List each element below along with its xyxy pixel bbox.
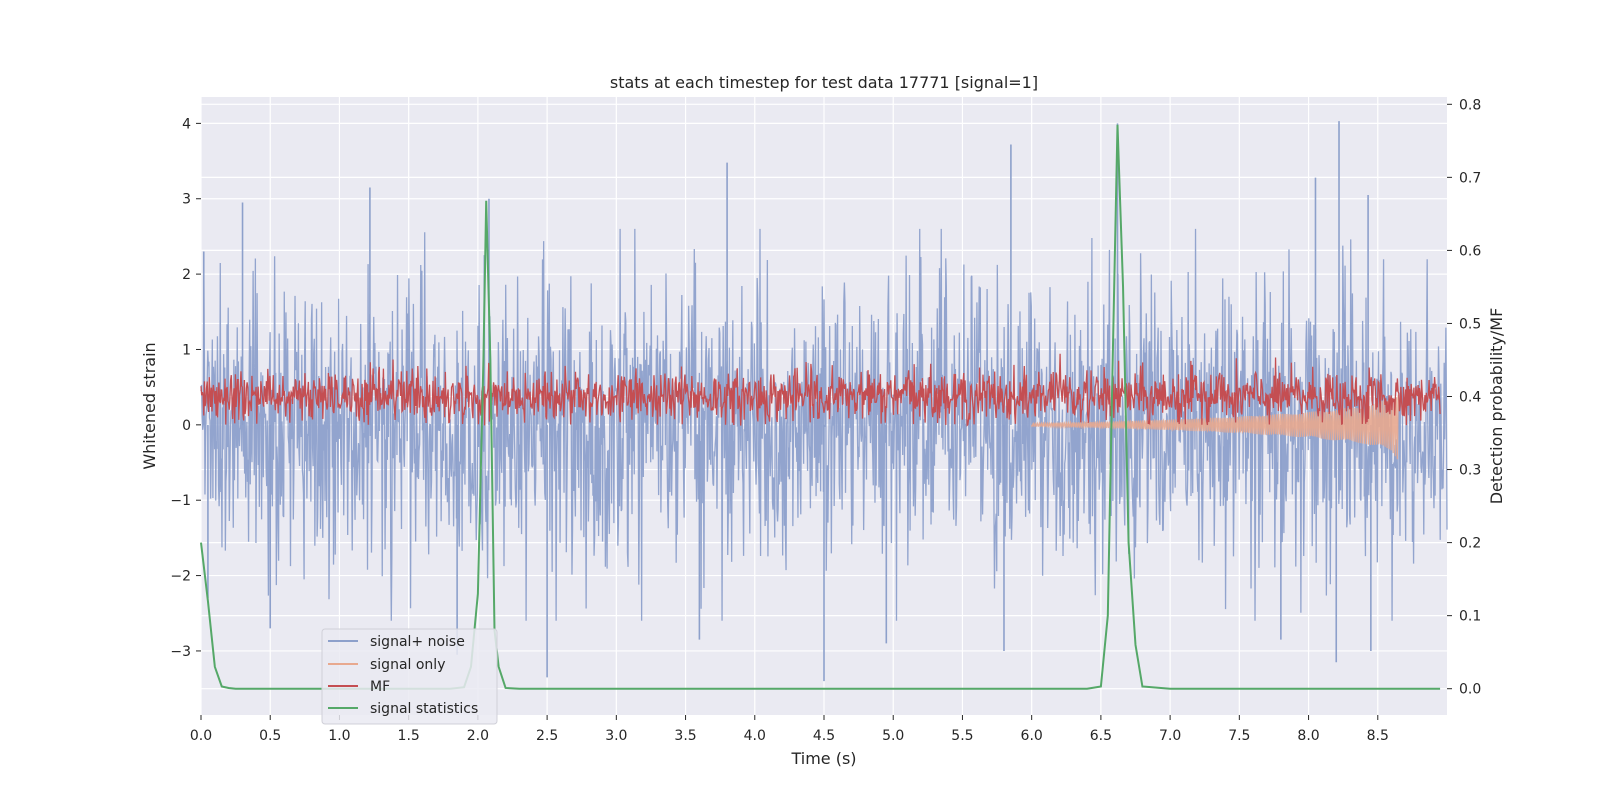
x-tick-label: 6.0 [1021, 728, 1043, 744]
x-tick-label: 7.5 [1228, 728, 1250, 744]
x-tick-label: 8.0 [1297, 728, 1319, 744]
x-tick-label: 5.5 [951, 728, 973, 744]
legend-label-signal-statistics: signal statistics [370, 701, 478, 717]
y-tick-label: 3 [182, 192, 191, 208]
x-axis-ticks: 0.0 0.5 1.0 1.5 2.0 2.5 3.0 3.5 4.0 4.5 5.0 5.5 6.0 6… [190, 715, 1389, 744]
series-line-mf [200, 353, 1441, 427]
series-line-signal-statistics [200, 124, 1441, 690]
x-axis-label: Time (s) [790, 749, 856, 768]
series-line-signal-only [1031, 394, 1400, 460]
series-line-signal-noise [200, 228, 1448, 621]
chart-title: stats at each timestep for test data 177… [610, 73, 1038, 92]
y-axis-ticks: 4 3 2 1 0 −1 −2 −3 [170, 116, 201, 660]
x-tick-label: 8.5 [1367, 728, 1389, 744]
x-tick-label: 3.5 [674, 728, 696, 744]
y-axis-label: Whitened strain [140, 342, 159, 469]
y2-tick-label: 0.3 [1459, 463, 1481, 479]
y-tick-label: 4 [182, 116, 191, 132]
y2-tick-label: 0.6 [1459, 243, 1481, 259]
x-tick-label: 1.0 [328, 728, 350, 744]
y-tick-label: −1 [170, 493, 191, 509]
x-tick-label: 4.0 [744, 728, 766, 744]
y-tick-label: 2 [182, 267, 191, 283]
x-tick-label: 7.0 [1159, 728, 1181, 744]
y2-axis-label: Detection probability/MF [1487, 308, 1506, 505]
x-tick-label: 1.5 [398, 728, 420, 744]
legend-box [321, 628, 498, 725]
y-tick-label: −2 [170, 569, 191, 585]
x-tick-label: 3.0 [605, 728, 627, 744]
y-tick-label: 0 [182, 418, 191, 434]
x-tick-label: 5.0 [882, 728, 904, 744]
series-signal-only [1031, 394, 1400, 460]
y2-tick-label: 0.8 [1459, 97, 1481, 113]
legend-label-signal-only: signal only [370, 657, 445, 673]
y2-tick-label: 0.2 [1459, 536, 1481, 552]
series-signal-statistics [200, 124, 1441, 690]
y-tick-label: −3 [170, 644, 191, 660]
legend: signal+ noise signal only MF signal stat… [321, 628, 498, 725]
x-tick-label: 4.5 [813, 728, 835, 744]
x-tick-label: 2.0 [467, 728, 489, 744]
x-tick-label: 2.5 [536, 728, 558, 744]
x-tick-label: 6.5 [1090, 728, 1112, 744]
series-mf [200, 353, 1441, 427]
y2-axis-ticks: 0.8 0.7 0.6 0.5 0.4 0.3 0.2 0.1 0.0 [1447, 97, 1481, 698]
y2-tick-label: 0.7 [1459, 170, 1481, 186]
legend-label-signal-noise: signal+ noise [370, 634, 465, 650]
x-tick-label: 0.0 [190, 728, 212, 744]
legend-label-mf: MF [370, 679, 390, 695]
y2-tick-label: 0.1 [1459, 609, 1481, 625]
x-tick-label: 0.5 [259, 728, 281, 744]
y2-tick-label: 0.0 [1459, 682, 1481, 698]
y-tick-label: 1 [182, 342, 191, 358]
y2-tick-label: 0.5 [1459, 316, 1481, 332]
y2-tick-label: 0.4 [1459, 390, 1481, 406]
